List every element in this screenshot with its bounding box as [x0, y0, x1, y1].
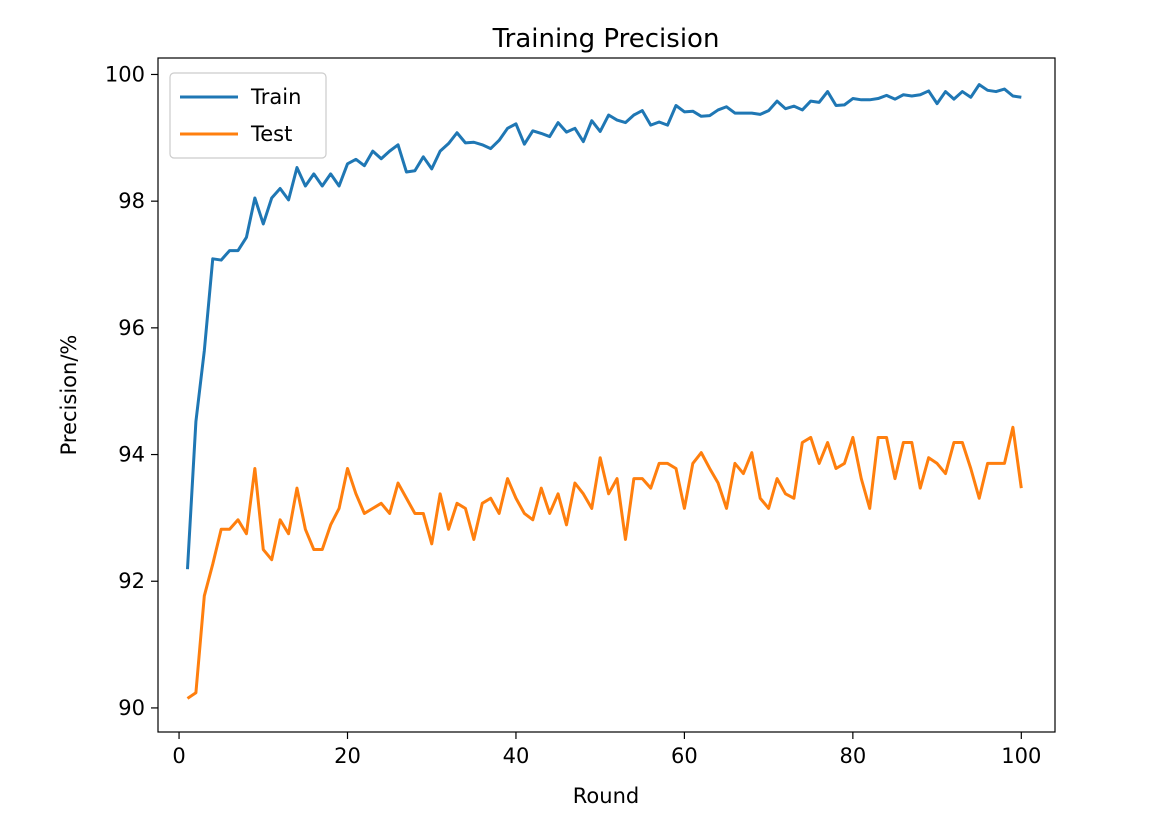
y-tick-label: 100 — [105, 62, 145, 86]
y-tick-label: 96 — [118, 316, 145, 340]
y-axis-label: Precision/% — [57, 335, 81, 456]
x-tick-label: 60 — [671, 744, 698, 768]
legend-box — [169, 72, 327, 159]
x-tick-label: 0 — [172, 744, 185, 768]
y-tick-label: 98 — [118, 189, 145, 213]
y-tick-label: 94 — [118, 443, 145, 467]
series-line-train — [185, 83, 1022, 570]
legend-label-train: Train — [250, 85, 301, 109]
y-axis-ticks: 90 92 94 96 98 100 — [105, 62, 158, 720]
y-tick-label: 90 — [118, 696, 145, 720]
x-tick-label: 80 — [839, 744, 866, 768]
chart-title: Training Precision — [492, 24, 720, 54]
legend: Train Test — [169, 72, 327, 159]
series-lines — [185, 83, 1023, 700]
legend-entries: Train Test — [180, 85, 301, 146]
x-axis-label: Round — [573, 784, 639, 808]
x-tick-label: 40 — [503, 744, 530, 768]
x-axis-ticks: 0 20 40 60 80 100 — [172, 732, 1041, 768]
x-tick-label: 20 — [334, 744, 361, 768]
series-line-test — [186, 425, 1023, 700]
legend-label-test: Test — [250, 122, 292, 146]
x-tick-label: 100 — [1001, 744, 1041, 768]
y-tick-label: 92 — [118, 569, 145, 593]
plot-frame — [157, 57, 1056, 733]
